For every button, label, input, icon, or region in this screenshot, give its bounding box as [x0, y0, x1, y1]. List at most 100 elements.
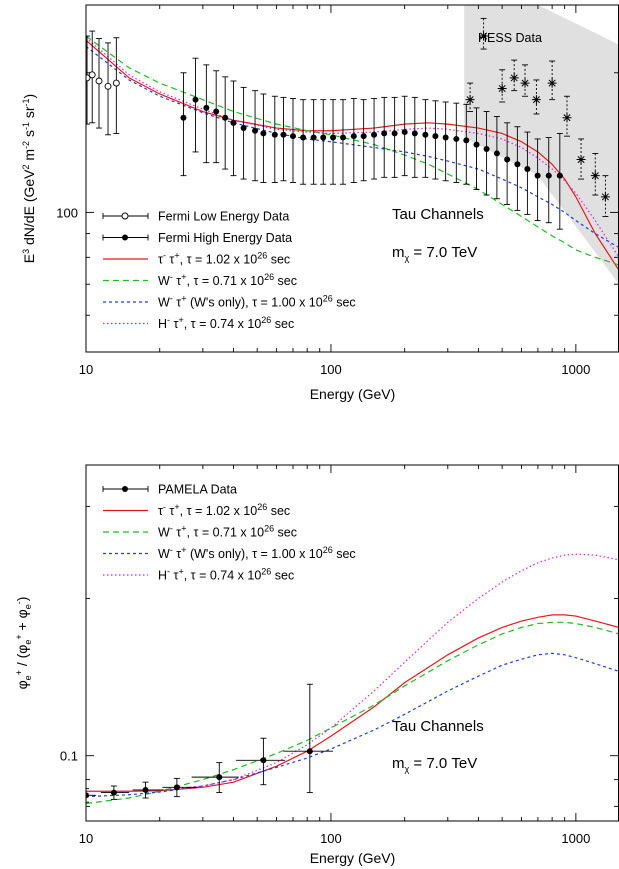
data-point	[360, 133, 367, 140]
data-point	[86, 74, 91, 82]
data-point	[401, 129, 408, 136]
data-point	[600, 192, 610, 202]
series-points-1	[86, 30, 120, 136]
chart-panel-2: 10 100 1000 0.1 Energy (GeV) φe+ / (φe+ + φe-…	[14, 464, 619, 866]
legend-label: W- τ+, τ = 0.71 x 1026 sec	[158, 524, 297, 540]
data-point	[509, 73, 519, 83]
x-tick-label: 100	[320, 362, 342, 377]
series-points-3	[465, 17, 610, 217]
data-point	[289, 133, 296, 140]
data-point	[260, 130, 267, 137]
data-point	[350, 133, 357, 140]
data-point	[252, 127, 259, 134]
data-point	[545, 172, 552, 179]
data-point	[371, 131, 378, 138]
x-tick-label: 1000	[561, 362, 590, 377]
series-line-7	[86, 37, 619, 258]
data-point	[230, 119, 237, 126]
data-point	[453, 135, 460, 142]
data-point	[524, 166, 531, 173]
axis-ticks	[85, 465, 618, 821]
x-tick-label: 100	[320, 831, 342, 846]
legend-label: Fermi Low Energy Data	[158, 210, 289, 224]
data-point	[473, 141, 480, 148]
legend-label: τ- τ+, τ = 1.02 x 1026 sec	[158, 251, 290, 267]
data-point	[300, 134, 307, 141]
data-point	[104, 82, 112, 90]
y-axis-label: E3 dN/dE (GeV2 m-2 s-1 sr-1)	[21, 94, 37, 263]
y-tick-label: 100	[56, 205, 78, 220]
data-point	[520, 78, 530, 88]
data-point	[330, 134, 337, 141]
data-point	[142, 786, 149, 793]
hess-band	[464, 5, 619, 316]
data-point	[306, 748, 313, 755]
data-point	[465, 95, 475, 105]
legend: Fermi Low Energy Data Fermi High Energy D…	[102, 210, 356, 331]
data-point	[271, 131, 278, 138]
data-point	[479, 31, 489, 41]
data-point	[590, 171, 600, 181]
series-line-3	[86, 621, 619, 805]
legend: PAMELA Data τ- τ+, τ = 1.02 x 1026 sec W- …	[102, 483, 356, 583]
legend-marker	[122, 234, 128, 241]
legend-label: τ- τ+, τ = 1.02 x 1026 sec	[158, 502, 290, 518]
data-point	[339, 134, 346, 141]
plot-area	[86, 553, 619, 805]
chart-panel-1: 10 100 1000 100 Energy (GeV) E3 dN/dE (GeV2 m…	[21, 4, 619, 402]
series-line-2	[86, 614, 619, 792]
data-point	[110, 789, 117, 796]
series-line-4	[86, 652, 619, 798]
legend-label: W- τ+ (W's only), τ = 1.00 x 1026 sec	[158, 545, 356, 561]
data-point	[422, 131, 429, 138]
data-point	[576, 155, 586, 165]
data-point	[192, 96, 199, 103]
data-point	[310, 134, 317, 141]
data-point	[411, 130, 418, 137]
y-axis-label: φe+ / (φe+ + φe-)	[14, 597, 33, 690]
data-point	[391, 130, 398, 137]
mass-annotation: mχ = 7.0 TeV	[392, 244, 477, 263]
x-tick-label: 1000	[561, 831, 590, 846]
legend-label: W- τ+ (W's only), τ = 1.00 x 1026 sec	[158, 294, 356, 310]
legend-label: Fermi High Energy Data	[158, 231, 292, 245]
channel-annotation: Tau Channels	[392, 206, 484, 223]
data-point	[442, 134, 449, 141]
data-point	[240, 125, 247, 132]
data-point	[320, 134, 327, 141]
hess-annotation: HESS Data	[478, 31, 542, 45]
data-point	[213, 108, 220, 115]
data-point	[547, 78, 557, 88]
data-point	[432, 133, 439, 140]
series-line-5	[86, 553, 619, 792]
x-tick-label: 10	[79, 362, 93, 377]
legend-marker	[121, 212, 129, 220]
channel-annotation: Tau Channels	[392, 718, 484, 735]
data-point	[112, 79, 120, 87]
data-point	[222, 114, 229, 121]
y-tick-label: 0.1	[60, 749, 78, 764]
x-axis-label: Energy (GeV)	[310, 386, 396, 402]
data-point	[86, 792, 89, 799]
legend-label: H- τ+, τ = 0.74 x 1026 sec	[158, 567, 294, 583]
series-points-2	[180, 57, 563, 230]
series-points-1	[86, 683, 334, 803]
data-point	[556, 172, 563, 179]
data-point	[497, 83, 507, 93]
mass-annotation: mχ = 7.0 TeV	[392, 755, 477, 774]
legend-label: W- τ+, τ = 0.71 x 1026 sec	[158, 272, 297, 288]
x-tick-label: 10	[79, 831, 93, 846]
data-point	[531, 95, 541, 105]
data-point	[493, 150, 500, 157]
data-point	[203, 104, 210, 111]
data-point	[562, 113, 572, 123]
series-line-6	[86, 45, 619, 249]
data-point	[534, 172, 541, 179]
data-point	[88, 71, 96, 79]
plot-frame	[85, 464, 619, 822]
data-point	[504, 156, 511, 163]
data-point	[463, 137, 470, 144]
plot-area	[86, 5, 619, 316]
legend-label: PAMELA Data	[158, 483, 237, 497]
